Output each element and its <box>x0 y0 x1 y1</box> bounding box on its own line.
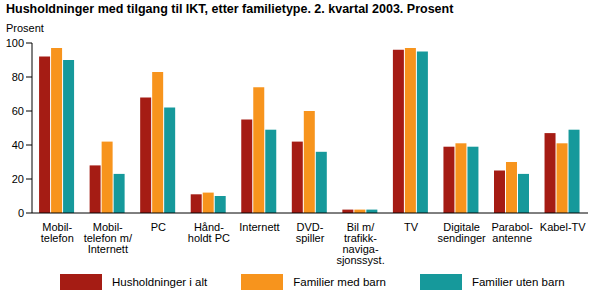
html-text:Husholdninger med tilgang til: Husholdninger med tilgang til IKT, etter… <box>6 2 454 16</box>
svg-text:Mobil-telefon: Mobil-telefon <box>41 221 74 244</box>
svg-text:Internett: Internett <box>239 221 279 233</box>
svg-text:DVD-spiller: DVD-spiller <box>296 221 325 244</box>
svg-text:60: 60 <box>12 105 24 117</box>
svg-text:20: 20 <box>12 173 24 185</box>
svg-text:100: 100 <box>8 37 24 49</box>
html-text:Prosent: Prosent <box>6 22 44 34</box>
svg-text:Mobil-telefon m/Internett: Mobil-telefon m/Internett <box>84 221 133 255</box>
html-text:Familier med barn: Familier med barn <box>293 276 386 288</box>
svg-text:40: 40 <box>12 139 24 151</box>
svg-text:PC: PC <box>151 221 166 233</box>
svg-text:80: 80 <box>12 71 24 83</box>
svg-text:0: 0 <box>18 207 24 219</box>
svg-text:Digitalesendinger: Digitalesendinger <box>437 221 486 244</box>
html-text:Familier uten barn: Familier uten barn <box>471 276 565 288</box>
svg-text:Hånd-holdt PC: Hånd-holdt PC <box>188 221 230 244</box>
svg-text:Kabel-TV: Kabel-TV <box>540 221 586 233</box>
svg-text:Bil m/trafikk-naviga-sjonssyst: Bil m/trafikk-naviga-sjonssyst. <box>336 221 384 266</box>
html-text:Husholdninger i alt: Husholdninger i alt <box>112 276 208 288</box>
svg-text:Parabol-antenne: Parabol-antenne <box>491 221 533 244</box>
svg-text:TV: TV <box>404 221 419 233</box>
